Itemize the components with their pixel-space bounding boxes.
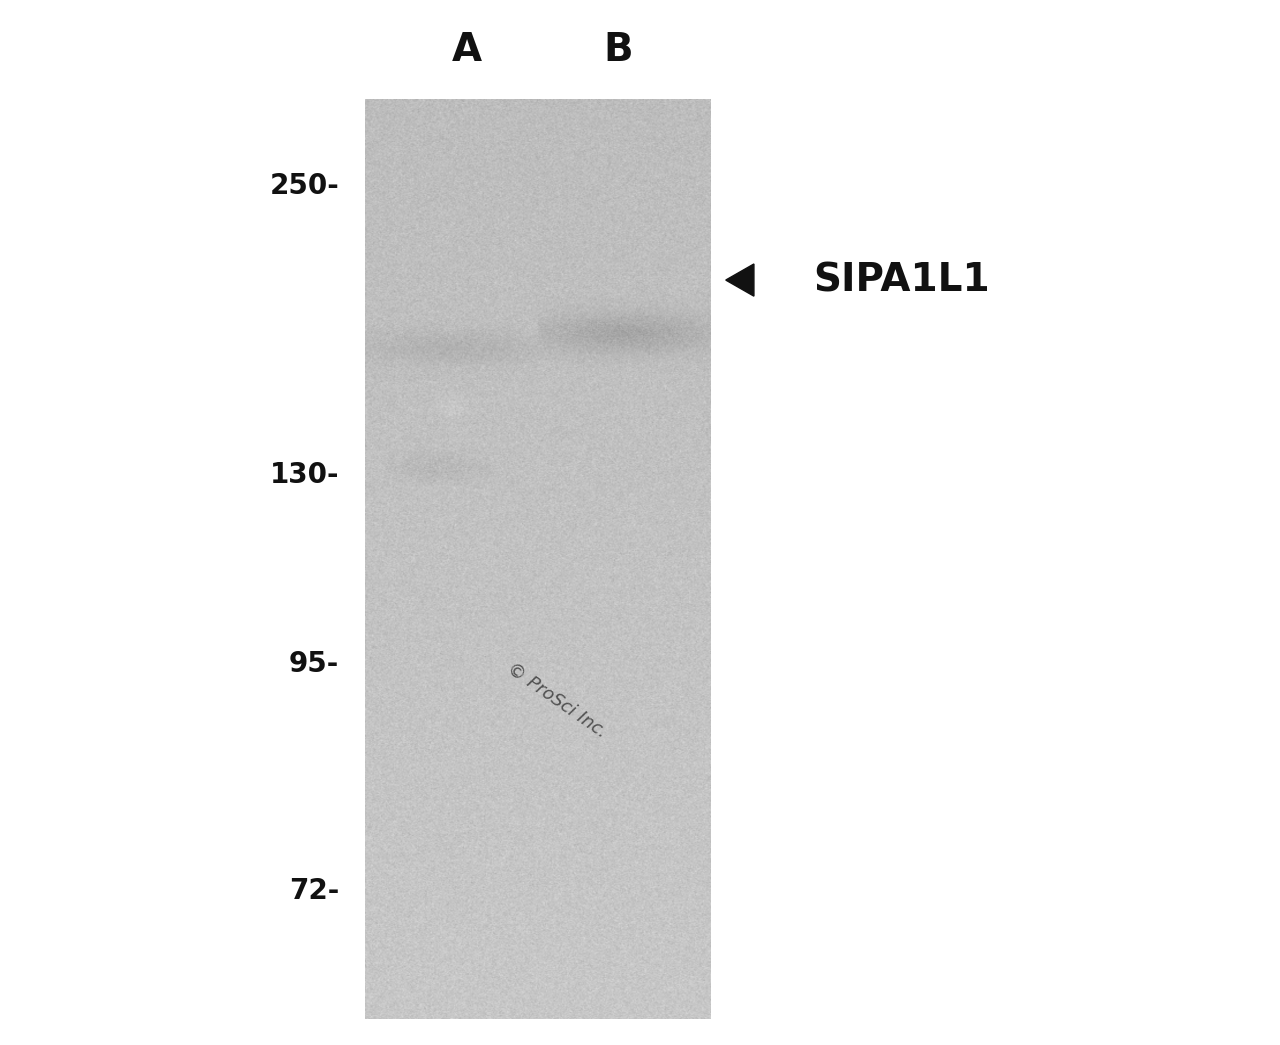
Text: 72-: 72- — [289, 878, 339, 905]
Text: 95-: 95- — [289, 650, 339, 677]
Text: A: A — [452, 31, 483, 69]
Text: 250-: 250- — [270, 172, 339, 200]
Text: B: B — [603, 31, 634, 69]
Text: 130-: 130- — [270, 462, 339, 489]
Text: © ProSci Inc.: © ProSci Inc. — [503, 659, 611, 741]
Text: SIPA1L1: SIPA1L1 — [813, 261, 989, 299]
Polygon shape — [726, 264, 754, 296]
